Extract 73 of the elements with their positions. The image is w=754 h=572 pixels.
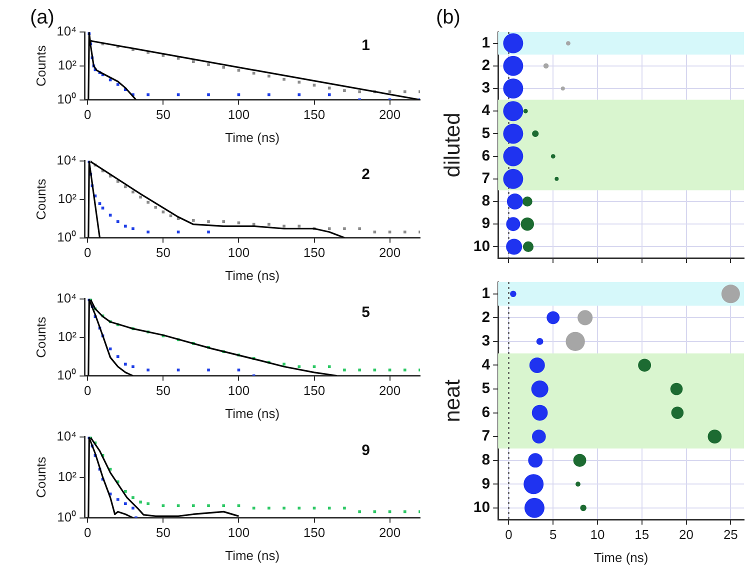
x-tick-label: 100	[228, 245, 250, 260]
x-tick-label: 100	[228, 525, 250, 540]
x-tick-label: 50	[156, 383, 170, 398]
x-tick-label: 5	[550, 527, 557, 542]
y-axis-title: Counts	[33, 178, 48, 220]
x-axis-title: Time (ns)	[225, 268, 280, 283]
x-tick-label: 25	[723, 527, 738, 542]
y-tick-label: 8	[482, 192, 490, 210]
chart-title: (a)	[30, 6, 54, 29]
x-tick-label: 150	[303, 107, 326, 122]
y-tick-label: 10²	[58, 57, 78, 72]
y-tick-label: 10²	[58, 328, 78, 344]
y-tick-label: 7	[482, 170, 490, 188]
y-tick-label: 2	[482, 308, 490, 326]
x-tick-label: 100	[228, 107, 250, 122]
x-tick-label: 200	[378, 107, 401, 122]
y-tick-label: 6	[482, 404, 490, 421]
y-tick-label: 10	[473, 499, 490, 516]
y-tick-label: 9	[482, 215, 490, 232]
annotation: 5	[362, 304, 370, 321]
x-axis-title: Time (ns)	[594, 550, 648, 565]
y-tick-label: 10⁴	[56, 428, 77, 444]
y-tick-label: 2	[482, 57, 490, 74]
x-tick-label: 50	[156, 245, 170, 260]
chart-title: (b)	[436, 6, 460, 29]
x-tick-label: 0	[84, 383, 92, 398]
y-tick-label: 8	[482, 451, 490, 468]
x-tick-label: 0	[505, 527, 512, 542]
y-tick-label: 1	[482, 285, 490, 302]
y-tick-label: 10⁰	[57, 91, 77, 106]
x-tick-label: 150	[303, 525, 326, 540]
y-tick-label: 10⁴	[56, 24, 77, 39]
x-axis-title: Time (ns)	[225, 548, 280, 563]
y-tick-label: 1	[482, 34, 490, 52]
x-tick-label: 15	[634, 527, 650, 542]
y-tick-label: 10²	[58, 190, 78, 206]
y-tick-label: 9	[482, 475, 490, 492]
y-axis-title: neat	[439, 379, 464, 422]
x-tick-label: 200	[378, 245, 401, 260]
y-axis-title: Counts	[33, 456, 48, 498]
x-tick-label: 0	[84, 107, 92, 122]
y-tick-label: 4	[482, 356, 491, 374]
y-tick-label: 3	[482, 332, 490, 350]
x-tick-label: 50	[156, 107, 170, 122]
x-tick-label: 200	[378, 383, 401, 398]
x-tick-label: 10	[590, 527, 605, 542]
x-tick-label: 50	[156, 525, 170, 540]
x-axis-title: Time (ns)	[225, 130, 280, 145]
annotation: 2	[362, 166, 370, 183]
y-tick-label: 4	[482, 102, 491, 120]
y-axis-title: diluted	[439, 112, 464, 178]
x-tick-label: 100	[228, 383, 250, 398]
y-tick-label: 10⁰	[57, 367, 77, 382]
annotation: 1	[362, 37, 370, 54]
x-axis-title: Time (ns)	[225, 406, 280, 421]
y-tick-label: 3	[482, 80, 490, 97]
y-tick-label: 10⁰	[57, 229, 77, 244]
x-tick-label: 200	[378, 525, 401, 540]
y-tick-label: 10⁴	[56, 290, 77, 306]
y-tick-label: 5	[482, 124, 490, 142]
x-tick-label: 20	[679, 527, 694, 542]
y-tick-label: 10⁰	[57, 509, 77, 524]
annotation: 9	[362, 442, 370, 459]
x-tick-label: 150	[303, 383, 326, 398]
x-tick-label: 150	[303, 245, 326, 260]
x-tick-label: 0	[84, 245, 92, 260]
y-tick-label: 6	[482, 147, 490, 164]
y-axis-title: Counts	[33, 44, 48, 86]
x-tick-label: 0	[84, 525, 92, 540]
y-tick-label: 10⁴	[56, 152, 77, 168]
y-tick-label: 10²	[58, 468, 78, 484]
y-tick-label: 7	[482, 428, 490, 445]
y-axis-title: Counts	[33, 316, 48, 358]
